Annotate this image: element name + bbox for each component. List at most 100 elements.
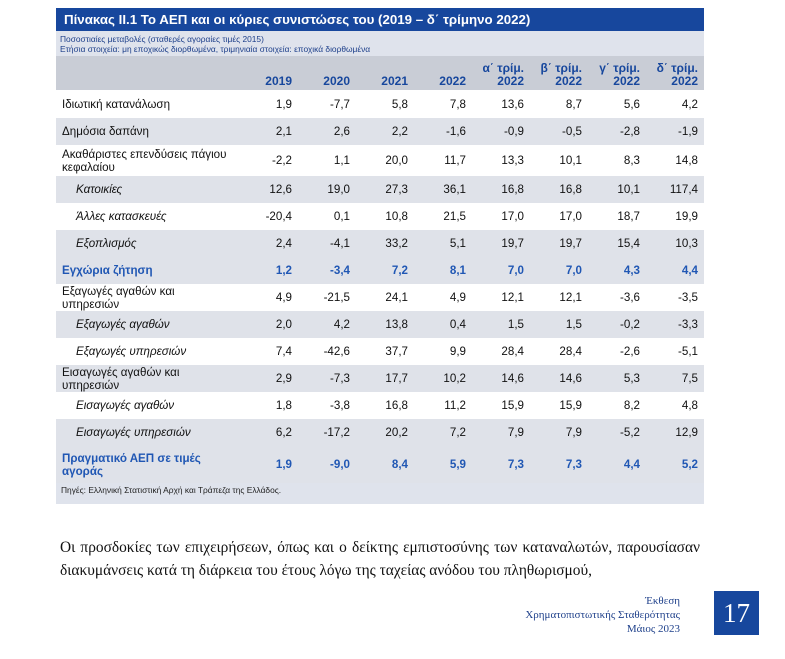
value-cell: 12,1 <box>530 284 588 311</box>
value-cell: 10,1 <box>588 176 646 203</box>
table-row: Εξαγωγές αγαθών 2,0 4,2 13,8 0,4 1,5 1,5 -0,2 -3… <box>56 311 704 338</box>
value-cell: -0,9 <box>472 118 530 145</box>
value-cell: 20,0 <box>356 145 414 176</box>
value-cell: 14,6 <box>530 365 588 392</box>
value-cell: 17,7 <box>356 365 414 392</box>
value-cell: 4,2 <box>298 311 356 338</box>
row-label: Εξαγωγές υπηρεσιών <box>56 338 240 365</box>
value-cell: 2,9 <box>240 365 298 392</box>
value-cell: 2,2 <box>356 118 414 145</box>
value-cell: -5,1 <box>646 338 704 365</box>
header-cell: 2021 <box>356 56 414 90</box>
value-cell: 1,9 <box>240 90 298 118</box>
row-label: Άλλες κατασκευές <box>56 203 240 230</box>
value-cell: -2,6 <box>588 338 646 365</box>
table-row: Ακαθάριστες επενδύσεις πάγιου κεφαλαίου -… <box>56 145 704 176</box>
header-cell: δ΄ τρίμ. 2022 <box>646 56 704 90</box>
value-cell: 4,9 <box>240 284 298 311</box>
value-cell: 0,4 <box>414 311 472 338</box>
row-label: Εξαγωγές αγαθών και υπηρεσιών <box>56 284 240 311</box>
value-cell: -3,3 <box>646 311 704 338</box>
value-cell: 7,2 <box>414 419 472 446</box>
page-number: 17 <box>714 591 759 635</box>
value-cell: 8,1 <box>414 257 472 284</box>
value-cell: 2,6 <box>298 118 356 145</box>
value-cell: 2,4 <box>240 230 298 257</box>
value-cell: 36,1 <box>414 176 472 203</box>
value-cell: 1,5 <box>530 311 588 338</box>
value-cell: 14,6 <box>472 365 530 392</box>
value-cell: 4,2 <box>646 90 704 118</box>
header-cell: 2022 <box>414 56 472 90</box>
value-cell: -42,6 <box>298 338 356 365</box>
value-cell: -1,9 <box>646 118 704 145</box>
row-label: Πραγματικό ΑΕΠ σε τιμές αγοράς <box>56 446 240 483</box>
value-cell: -9,0 <box>298 446 356 483</box>
table-notes: Ποσοστιαίες μεταβολές (σταθερές αγοραίες… <box>56 31 704 56</box>
value-cell: 8,7 <box>530 90 588 118</box>
value-cell: 16,8 <box>472 176 530 203</box>
value-cell: 8,2 <box>588 392 646 419</box>
value-cell: 10,8 <box>356 203 414 230</box>
header-cell: α΄ τρίμ. 2022 <box>472 56 530 90</box>
table-row: Εξαγωγές υπηρεσιών 7,4 -42,6 37,7 9,9 28,4 28,… <box>56 338 704 365</box>
row-label: Ιδιωτική κατανάλωση <box>56 90 240 118</box>
value-cell: 5,1 <box>414 230 472 257</box>
value-cell: -2,8 <box>588 118 646 145</box>
row-label: Εισαγωγές υπηρεσιών <box>56 419 240 446</box>
footer-report-name: Χρηματοπιστωτικής Σταθερότητας <box>525 609 680 621</box>
value-cell: -0,5 <box>530 118 588 145</box>
value-cell: 19,9 <box>646 203 704 230</box>
value-cell: -3,8 <box>298 392 356 419</box>
value-cell: 4,4 <box>646 257 704 284</box>
value-cell: 20,2 <box>356 419 414 446</box>
value-cell: 7,5 <box>646 365 704 392</box>
header-cell: β΄ τρίμ. 2022 <box>530 56 588 90</box>
value-cell: 17,0 <box>472 203 530 230</box>
value-cell: -0,2 <box>588 311 646 338</box>
value-cell: 5,6 <box>588 90 646 118</box>
value-cell: 17,0 <box>530 203 588 230</box>
value-cell: 1,1 <box>298 145 356 176</box>
value-cell: 7,2 <box>356 257 414 284</box>
gdp-components-table: 2019 2020 2021 2022 α΄ τρίμ. 2022 β΄ τρί… <box>56 56 704 483</box>
table-row: Εξοπλισμός 2,4 -4,1 33,2 5,1 19,7 19,7 15,4 10,3 <box>56 230 704 257</box>
value-cell: 7,3 <box>530 446 588 483</box>
value-cell: 15,9 <box>472 392 530 419</box>
value-cell: 13,3 <box>472 145 530 176</box>
value-cell: 5,3 <box>588 365 646 392</box>
value-cell: -3,5 <box>646 284 704 311</box>
value-cell: 28,4 <box>530 338 588 365</box>
table-row: Εισαγωγές υπηρεσιών 6,2 -17,2 20,2 7,2 7,9 7,9… <box>56 419 704 446</box>
footer-date: Μάιος 2023 <box>626 623 680 635</box>
value-cell: 2,0 <box>240 311 298 338</box>
value-cell: 2,1 <box>240 118 298 145</box>
value-cell: 15,9 <box>530 392 588 419</box>
table-row: Εισαγωγές αγαθών και υπηρεσιών 2,9 -7,3 17,… <box>56 365 704 392</box>
value-cell: 10,3 <box>646 230 704 257</box>
value-cell: -1,6 <box>414 118 472 145</box>
value-cell: 14,8 <box>646 145 704 176</box>
table-header-row: 2019 2020 2021 2022 α΄ τρίμ. 2022 β΄ τρί… <box>56 56 704 90</box>
value-cell: 7,0 <box>530 257 588 284</box>
value-cell: 1,2 <box>240 257 298 284</box>
value-cell: 1,9 <box>240 446 298 483</box>
gdp-table: Πίνακας ΙΙ.1 Το ΑΕΠ και οι κύριες συνιστ… <box>56 8 704 504</box>
value-cell: -4,1 <box>298 230 356 257</box>
row-label: Δημόσια δαπάνη <box>56 118 240 145</box>
value-cell: 7,3 <box>472 446 530 483</box>
value-cell: 12,6 <box>240 176 298 203</box>
value-cell: -3,6 <box>588 284 646 311</box>
body-paragraph: Οι προσδοκίες των επιχειρήσεων, όπως και… <box>60 539 700 579</box>
table-row: Εισαγωγές αγαθών 1,8 -3,8 16,8 11,2 15,9 15,9 8… <box>56 392 704 419</box>
value-cell: 5,2 <box>646 446 704 483</box>
value-cell: 27,3 <box>356 176 414 203</box>
value-cell: -5,2 <box>588 419 646 446</box>
row-label: Εισαγωγές αγαθών και υπηρεσιών <box>56 365 240 392</box>
table-title: Πίνακας ΙΙ.1 Το ΑΕΠ και οι κύριες συνιστ… <box>56 8 704 31</box>
value-cell: 28,4 <box>472 338 530 365</box>
table-row: Εγχώρια ζήτηση 1,2 -3,4 7,2 8,1 7,0 7,0 4,3 4,4 <box>56 257 704 284</box>
table-row: Ιδιωτική κατανάλωση 1,9 -7,7 5,8 7,8 13,6 8,7 5… <box>56 90 704 118</box>
table-note-adjustment: Ετήσια στοιχεία: μη εποχικώς διορθωμένα,… <box>60 44 371 54</box>
footer-report-label: Έκθεση <box>645 595 680 607</box>
